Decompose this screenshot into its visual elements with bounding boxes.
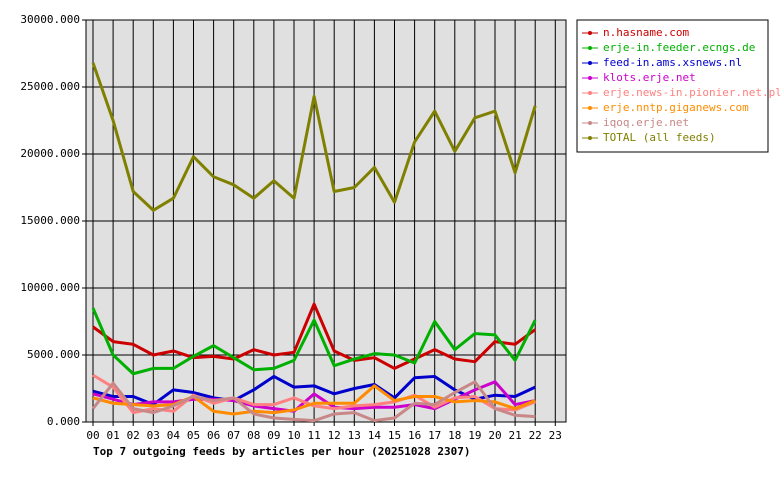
y-tick-label: 25000.000 [20, 80, 80, 93]
legend-label: TOTAL (all feeds) [603, 131, 716, 144]
x-tick-label: 01 [106, 429, 119, 442]
legend-label: feed-in.ams.xsnews.nl [603, 56, 742, 69]
y-tick-label: 30000.000 [20, 13, 80, 26]
legend-label: n.hasname.com [603, 26, 689, 39]
legend-label: klots.erje.net [603, 71, 696, 84]
x-tick-label: 05 [187, 429, 200, 442]
legend-marker [588, 91, 592, 95]
legend-label: erje-in.feeder.ecngs.de [603, 41, 755, 54]
x-tick-label: 14 [368, 429, 382, 442]
series-line [91, 307, 537, 376]
y-tick-label: 5000.000 [27, 348, 80, 361]
x-tick-label: 15 [388, 429, 401, 442]
series-line [92, 373, 536, 415]
x-tick-label: 10 [287, 429, 300, 442]
series-line [92, 374, 536, 407]
x-tick-label: 03 [147, 429, 160, 442]
x-tick-label: 11 [307, 429, 320, 442]
x-tick-label: 20 [488, 429, 501, 442]
x-tick-label: 04 [167, 429, 181, 442]
series-line [91, 380, 536, 423]
legend-marker [588, 46, 592, 50]
legend-label: erje.nntp.giganews.com [603, 101, 749, 114]
plot-border [85, 19, 567, 423]
x-tick-label: 02 [127, 429, 140, 442]
series-line [92, 302, 537, 370]
x-tick-label: 00 [86, 429, 99, 442]
x-tick-label: 17 [428, 429, 441, 442]
x-tick-label: 08 [247, 429, 260, 442]
x-tick-label: 06 [207, 429, 220, 442]
x-tick-label: 23 [549, 429, 562, 442]
legend-marker [588, 31, 592, 35]
y-tick-label: 10000.000 [20, 281, 80, 294]
x-tick-label: 22 [529, 429, 542, 442]
legend-marker [588, 61, 592, 65]
legend-label: erje.news-in.pionier.net.pl [603, 86, 780, 99]
x-tick-label: 12 [328, 429, 341, 442]
y-tick-label: 20000.000 [20, 147, 80, 160]
legend-marker [588, 106, 592, 110]
legend-box [576, 19, 769, 153]
legend-label: iqoq.erje.net [603, 116, 689, 129]
x-tick-label: 16 [408, 429, 421, 442]
x-tick-label: 21 [508, 429, 521, 442]
x-tick-label: 09 [267, 429, 280, 442]
legend-marker [588, 121, 592, 125]
x-tick-label: 13 [348, 429, 361, 442]
y-tick-label: 0.000 [47, 415, 80, 428]
x-tick-label: 19 [468, 429, 481, 442]
series-line [92, 384, 536, 416]
series-line [91, 62, 537, 212]
y-tick-label: 15000.000 [20, 214, 80, 227]
legend-marker [588, 136, 592, 140]
x-tick-label: 18 [448, 429, 461, 442]
legend-marker [588, 76, 592, 80]
x-tick-label: 07 [227, 429, 240, 442]
chart-title: Top 7 outgoing feeds by articles per hou… [93, 445, 471, 458]
